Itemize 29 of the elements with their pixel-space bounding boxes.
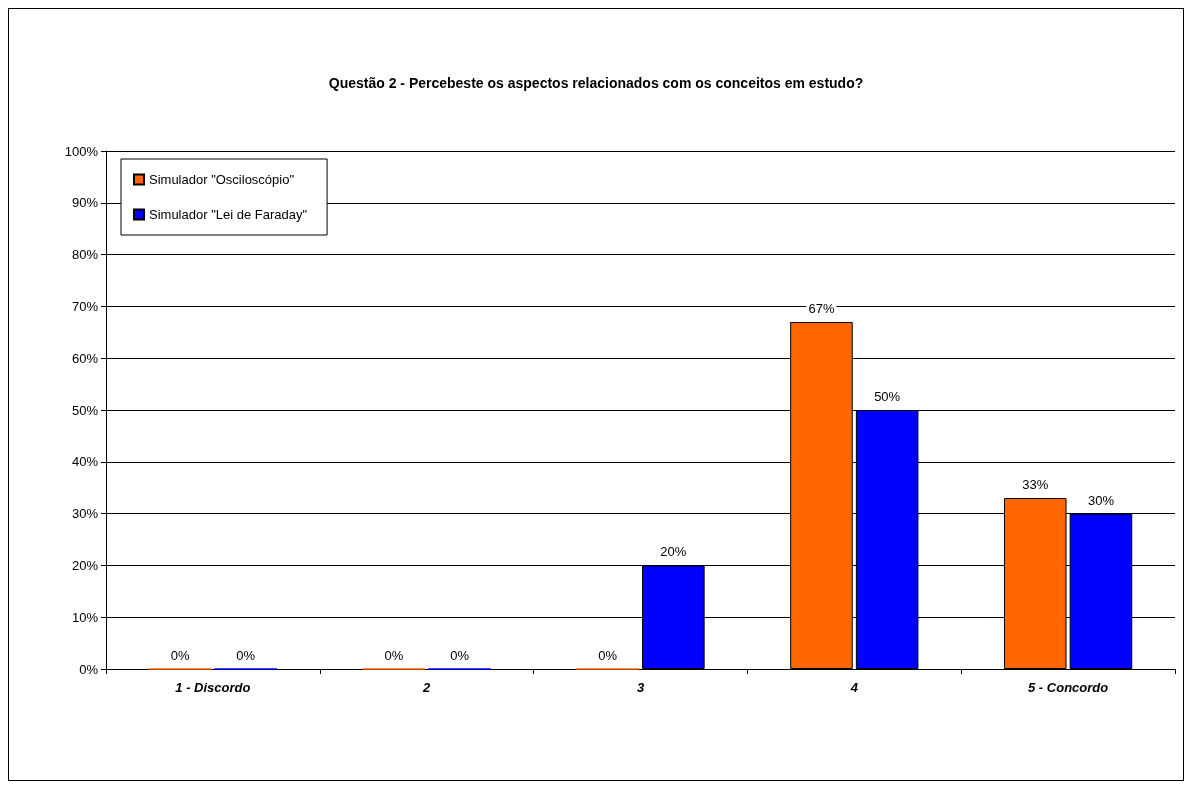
data-label: 0%: [384, 647, 404, 663]
y-tick-label: 10%: [71, 609, 99, 625]
data-label: 0%: [598, 647, 618, 663]
legend-label: Simulador "Osciloscópio": [149, 172, 295, 187]
y-tick-label: 40%: [71, 454, 99, 470]
x-tick-label: 3: [636, 680, 645, 695]
y-tick-label: 70%: [71, 298, 99, 314]
data-label: 67%: [808, 300, 835, 316]
x-tick-label: 2: [422, 680, 432, 695]
data-label: 0%: [170, 647, 190, 663]
chart-title: Questão 2 - Percebeste os aspectos relacionados com os conceitos em estudo?: [328, 75, 864, 91]
x-tick-label: 4: [849, 680, 859, 695]
data-label: 0%: [236, 647, 256, 663]
y-tick-label: 100%: [64, 143, 99, 159]
y-tick-label: 80%: [71, 247, 99, 263]
data-label: 50%: [874, 389, 901, 404]
data-label: 20%: [660, 544, 687, 560]
y-tick-label: 0%: [79, 661, 99, 677]
data-label: 0%: [450, 647, 470, 663]
y-tick-label: 50%: [71, 402, 99, 418]
y-tick-label: 20%: [71, 557, 99, 573]
x-tick-label: 1 - Discordo: [175, 680, 251, 695]
legend-label: Simulador "Lei de Faraday": [149, 207, 308, 222]
data-label: 30%: [1087, 492, 1115, 508]
y-tick-label: 90%: [71, 195, 99, 211]
x-tick-label: 5 - Concordo: [1028, 680, 1109, 695]
y-tick-label: 60%: [71, 350, 99, 366]
y-tick-label: 30%: [71, 506, 99, 522]
data-label: 33%: [1022, 477, 1049, 493]
